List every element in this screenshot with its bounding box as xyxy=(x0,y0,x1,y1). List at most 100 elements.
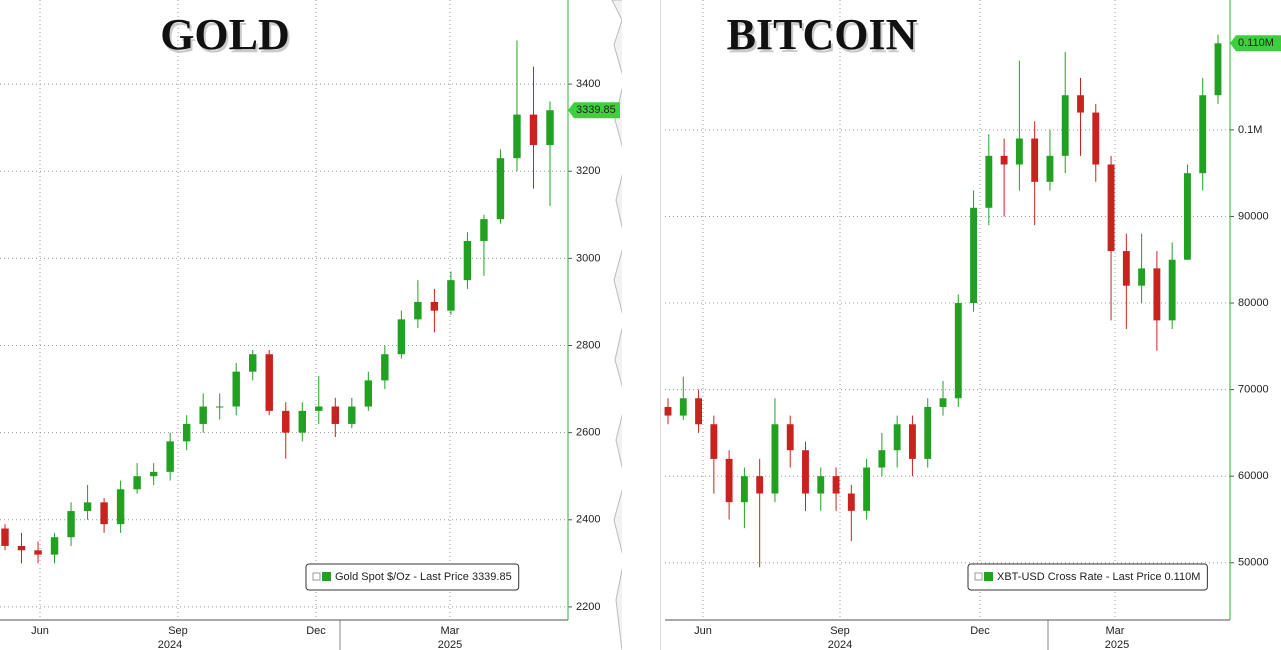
candle-body xyxy=(83,502,92,512)
candle-body xyxy=(878,450,886,468)
candle-body xyxy=(725,458,733,503)
x-tick-label: Dec xyxy=(970,625,990,637)
candle-body xyxy=(1138,268,1146,286)
candle-body xyxy=(298,410,306,433)
legend-toggle xyxy=(312,572,321,581)
candle-body xyxy=(1153,268,1161,321)
candle-body xyxy=(282,410,290,433)
candle-body xyxy=(756,476,764,494)
gap xyxy=(622,0,660,650)
y-tick-label: 0.1M xyxy=(1238,124,1262,136)
candle-body xyxy=(939,398,947,407)
legend: XBT-USD Cross Rate - Last Price 0.110M xyxy=(967,563,1208,591)
candle-body xyxy=(1199,95,1207,174)
year-label: 2025 xyxy=(1105,639,1129,650)
candle-body xyxy=(1046,155,1054,182)
y-tick-label: 90000 xyxy=(1238,210,1269,222)
candle-body xyxy=(50,537,59,555)
candle-body xyxy=(664,406,672,416)
legend-label: Gold Spot $/Oz - Last Price 3339.85 xyxy=(335,571,512,583)
candle-body xyxy=(1015,138,1023,165)
candle-body xyxy=(182,423,191,442)
chart-title: BITCOIN xyxy=(727,10,918,59)
candle-body xyxy=(463,240,472,281)
year-label: 2024 xyxy=(828,639,852,650)
legend-swatch xyxy=(984,572,993,581)
y-tick-label: 50000 xyxy=(1238,557,1269,569)
candle-body xyxy=(149,471,158,477)
candle-body xyxy=(1,528,9,546)
candle-body xyxy=(116,489,125,525)
candle-body xyxy=(1077,95,1084,113)
year-label: 2025 xyxy=(438,639,462,650)
candle-body xyxy=(480,219,488,241)
candle-body xyxy=(924,406,932,459)
candle-body xyxy=(166,441,174,472)
candle-body xyxy=(695,398,702,425)
last-price-badge xyxy=(568,102,620,119)
candle-body xyxy=(1107,164,1115,252)
candle-body xyxy=(546,110,554,146)
candle-body xyxy=(863,467,871,511)
candle-body xyxy=(1168,259,1176,321)
legend-box xyxy=(305,563,520,591)
candle-body xyxy=(100,502,108,525)
candle-body xyxy=(397,319,406,355)
chart-title: GOLD xyxy=(160,10,290,59)
x-tick-label: Mar xyxy=(1106,625,1125,637)
candle-body xyxy=(430,301,439,311)
candle-body xyxy=(381,354,389,381)
candle-body xyxy=(1031,138,1039,182)
last-price-label: 0.110M xyxy=(1238,37,1274,49)
candle-body xyxy=(1214,43,1222,96)
candle-body xyxy=(909,424,916,459)
legend: Gold Spot $/Oz - Last Price 3339.85 xyxy=(305,563,520,591)
y-tick-label: 2600 xyxy=(576,427,600,439)
candle-body xyxy=(970,207,977,304)
y-tick-label: 3000 xyxy=(576,252,600,264)
candle-body xyxy=(331,406,340,424)
legend-swatch xyxy=(322,572,331,581)
candle-body xyxy=(199,406,207,424)
candle-body xyxy=(447,280,455,311)
candle-body xyxy=(1000,155,1008,165)
candle-body xyxy=(496,158,505,220)
candle-body xyxy=(232,371,240,407)
candle-body xyxy=(265,354,273,411)
candle-body xyxy=(34,550,42,555)
candle-body xyxy=(954,303,962,399)
y-tick-label: 3200 xyxy=(576,165,600,177)
x-tick-label: Dec xyxy=(306,625,326,637)
x-tick-label: Mar xyxy=(441,625,460,637)
candle-body xyxy=(802,450,809,494)
candle-body xyxy=(67,511,75,538)
candle-body xyxy=(414,301,422,320)
candle-body xyxy=(771,424,779,494)
candle-body xyxy=(1092,112,1100,165)
candle-body xyxy=(1184,173,1191,260)
x-tick-label: Sep xyxy=(830,625,850,637)
candle-body xyxy=(817,476,825,494)
x-tick-label: Sep xyxy=(168,625,188,637)
year-label: 2024 xyxy=(158,639,182,650)
candle-body xyxy=(710,424,718,459)
candle-body xyxy=(315,406,323,411)
y-tick-label: 2400 xyxy=(576,514,600,526)
y-tick-label: 2200 xyxy=(576,601,600,613)
candle-body xyxy=(348,406,356,424)
candle-body xyxy=(740,476,748,503)
candle-body xyxy=(529,114,538,146)
candle-body xyxy=(1122,251,1130,286)
candle-body xyxy=(249,354,257,372)
candle-body xyxy=(215,406,224,408)
chart-title: BITCOIN xyxy=(729,13,920,62)
candle-body xyxy=(832,476,840,494)
last-price-label: 3339.85 xyxy=(576,104,616,116)
y-tick-label: 70000 xyxy=(1238,384,1269,396)
legend-toggle xyxy=(974,572,983,581)
y-tick-label: 2800 xyxy=(576,339,600,351)
candle-body xyxy=(513,114,521,159)
chart-title: GOLD xyxy=(162,13,292,62)
legend-label: XBT-USD Cross Rate - Last Price 0.110M xyxy=(997,571,1200,583)
